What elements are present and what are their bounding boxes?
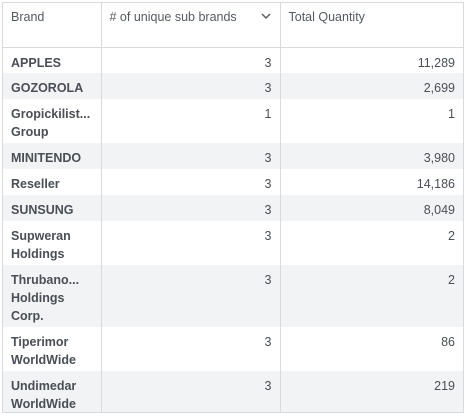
table-row[interactable]: Supweran Holdings 3 2 — [3, 221, 463, 265]
sub-brands-cell: 3 — [100, 143, 280, 169]
column-header-unique-sub-brands[interactable]: # of unique sub brands — [100, 3, 280, 48]
quantity-cell: 2 — [279, 265, 463, 327]
quantity-cell: 219 — [279, 371, 463, 412]
brand-cell: Supweran Holdings — [3, 221, 101, 265]
table-row[interactable]: MINITENDO 3 3,980 — [3, 143, 463, 169]
sub-brands-cell: 3 — [100, 221, 280, 265]
quantity-cell: 2,699 — [279, 73, 463, 99]
brand-cell: Thrubano... Holdings Corp. — [3, 265, 101, 327]
brand-cell: MINITENDO — [3, 143, 101, 169]
chevron-down-icon[interactable] — [260, 10, 272, 22]
quantity-cell: 2 — [279, 221, 463, 265]
brand-text: Thrubano... Holdings Corp. — [11, 273, 80, 323]
table-row[interactable]: APPLES 3 11,289 — [3, 47, 463, 73]
brand-text: Undimedar WorldWide — [11, 379, 77, 411]
brand-text: Tiperimor WorldWide — [11, 335, 76, 367]
column-header-label: Total Quantity — [288, 10, 365, 24]
table-row[interactable]: Undimedar WorldWide 3 219 — [3, 371, 463, 412]
brand-cell: SUNSUNG — [3, 195, 101, 221]
quantity-cell: 86 — [279, 327, 463, 371]
column-header-label: Brand — [11, 10, 45, 24]
data-table: Brand # of unique sub brands Total Quant… — [2, 2, 464, 413]
brand-text: Supweran Holdings — [11, 229, 71, 261]
sub-brands-cell: 3 — [100, 47, 280, 73]
table-row[interactable]: Thrubano... Holdings Corp. 3 2 — [3, 265, 463, 327]
sub-brands-cell: 3 — [100, 195, 280, 221]
sub-brands-cell: 3 — [100, 265, 280, 327]
column-header-brand[interactable]: Brand — [3, 3, 101, 48]
sub-brands-cell: 3 — [100, 73, 280, 99]
quantity-cell: 11,289 — [279, 47, 463, 73]
table-row[interactable]: SUNSUNG 3 8,049 — [3, 195, 463, 221]
column-header-label: # of unique sub brands — [109, 10, 237, 24]
quantity-cell: 1 — [279, 99, 463, 143]
table-row[interactable]: Gropickilist... Group 1 1 — [3, 99, 463, 143]
brand-cell: Tiperimor WorldWide — [3, 327, 101, 371]
brand-cell: Gropickilist... Group — [3, 99, 101, 143]
column-header-total-quantity[interactable]: Total Quantity — [279, 3, 463, 48]
table-header-row: Brand # of unique sub brands Total Quant… — [3, 3, 463, 48]
brand-cell: Reseller — [3, 169, 101, 195]
brand-cell: Undimedar WorldWide — [3, 371, 101, 412]
table-row[interactable]: Reseller 3 14,186 — [3, 169, 463, 195]
quantity-cell: 8,049 — [279, 195, 463, 221]
brand-cell: GOZOROLA — [3, 73, 101, 99]
quantity-cell: 14,186 — [279, 169, 463, 195]
sub-brands-cell: 3 — [100, 169, 280, 195]
sub-brands-cell: 3 — [100, 327, 280, 371]
sub-brands-cell: 3 — [100, 371, 280, 412]
table-row[interactable]: Tiperimor WorldWide 3 86 — [3, 327, 463, 371]
brand-text: Gropickilist... Group — [11, 107, 91, 139]
table-row[interactable]: GOZOROLA 3 2,699 — [3, 73, 463, 99]
sub-brands-cell: 1 — [100, 99, 280, 143]
brand-cell: APPLES — [3, 47, 101, 73]
quantity-cell: 3,980 — [279, 143, 463, 169]
